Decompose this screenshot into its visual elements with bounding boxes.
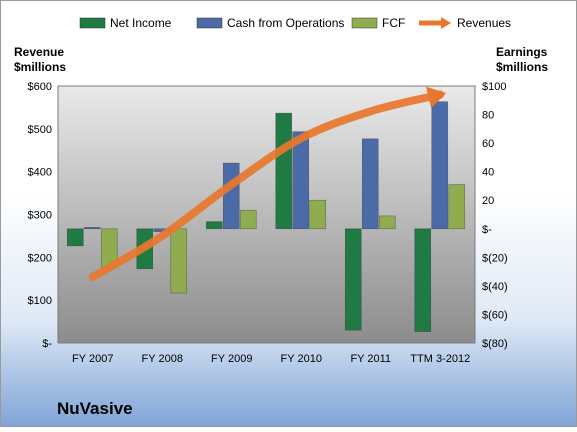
left-axis-label-line2: $millions xyxy=(14,60,66,74)
legend-label-cash-from-operations: Cash from Operations xyxy=(227,16,344,30)
x-axis-tick-label: FY 2010 xyxy=(281,353,322,365)
chart-title: NuVasive xyxy=(57,399,133,418)
left-axis-tick-label: $200 xyxy=(28,252,52,264)
right-axis-label-line1: Earnings xyxy=(496,45,548,59)
right-axis-tick-label: 40 xyxy=(482,167,494,179)
line-layer xyxy=(88,86,447,282)
right-axis-tick-label: $(40) xyxy=(482,281,508,293)
bar-cash-from-operations xyxy=(292,131,310,230)
legend-swatch-net-income xyxy=(79,17,106,29)
bar-cash-from-operations xyxy=(431,101,449,230)
x-axis-tick-label: FY 2008 xyxy=(142,353,183,365)
bar-net-income xyxy=(414,228,432,332)
right-axis-tick-label: 80 xyxy=(482,110,494,122)
right-axis-tick-label: $(20) xyxy=(482,252,508,264)
right-axis-label-line2: $millions xyxy=(496,60,548,74)
right-axis-tick-label: 20 xyxy=(482,195,494,207)
bar-net-income xyxy=(275,112,293,230)
line-revenues xyxy=(88,90,445,282)
right-axis-tick-label: 60 xyxy=(482,138,494,150)
left-axis-tick-label: $- xyxy=(42,338,52,350)
left-axis-tick-label: $300 xyxy=(28,210,52,222)
x-axis-tick-label: TTM 3-2012 xyxy=(410,353,470,365)
left-axis-tick-label: $500 xyxy=(28,124,52,136)
legend-label-fcf: FCF xyxy=(382,16,405,30)
left-axis-tick-label: $400 xyxy=(28,167,52,179)
right-axis-ticks: $(80) $(60) $(40) $(20) $- 20 40 60 80 $100 xyxy=(482,81,508,350)
bar-fcf xyxy=(239,209,257,230)
left-axis-label-line1: Revenue xyxy=(14,45,64,59)
plot-area xyxy=(57,85,476,344)
legend-label-revenues: Revenues xyxy=(457,16,511,30)
bar-cash-from-operations xyxy=(222,162,240,230)
right-axis-tick-label: $(80) xyxy=(482,338,508,350)
x-axis-ticks: FY 2007 FY 2008 FY 2009 FY 2010 FY 2011 TTM 3… xyxy=(72,353,470,365)
bar-layer xyxy=(66,101,466,332)
bar-fcf xyxy=(170,228,188,294)
bar-fcf xyxy=(309,199,327,230)
left-axis-tick-label: $100 xyxy=(28,295,52,307)
x-axis-tick-label: FY 2007 xyxy=(72,353,113,365)
bar-net-income xyxy=(344,228,362,331)
right-axis-tick-label: $(60) xyxy=(482,309,508,321)
legend-label-net-income: Net Income xyxy=(110,16,172,30)
bar-fcf xyxy=(378,215,396,230)
legend: Net Income Cash from Operations FCF Revenue… xyxy=(79,16,511,30)
bar-cash-from-operations xyxy=(83,227,101,230)
right-axis-tick-label: $- xyxy=(482,224,492,236)
left-axis-ticks: $- $100 $200 $300 $400 $500 $600 xyxy=(28,81,53,350)
line-arrowhead xyxy=(426,86,447,109)
legend-swatch-cash-from-operations xyxy=(196,17,223,29)
left-axis-tick-label: $600 xyxy=(28,81,52,93)
bar-net-income xyxy=(66,228,84,247)
x-axis-tick-label: FY 2011 xyxy=(350,353,391,365)
bar-cash-from-operations xyxy=(361,138,379,230)
legend-arrowhead xyxy=(441,17,451,29)
right-axis-tick-label: $100 xyxy=(482,81,506,93)
bar-net-income xyxy=(205,221,223,230)
legend-swatch-fcf xyxy=(351,17,378,29)
bar-fcf xyxy=(448,184,466,230)
x-axis-tick-label: FY 2009 xyxy=(211,353,252,365)
